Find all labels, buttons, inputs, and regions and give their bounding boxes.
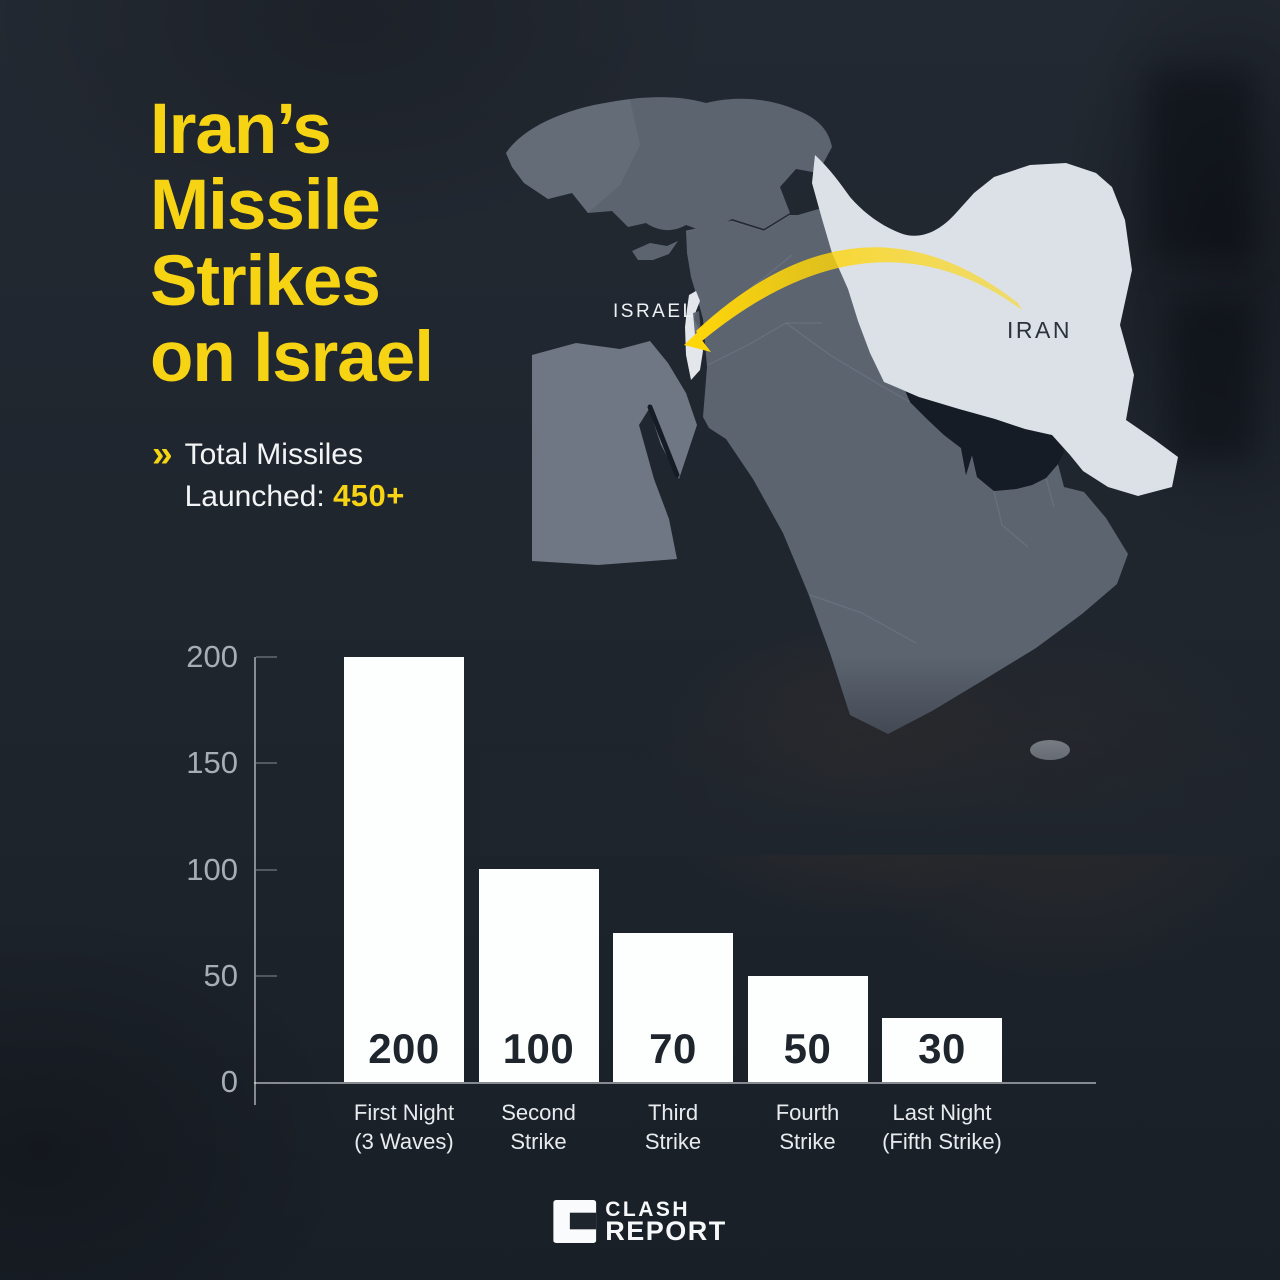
- country-egypt: [532, 341, 697, 565]
- x-axis-category-label-line: Fourth: [775, 1100, 840, 1125]
- y-axis-tick-label: 100: [186, 851, 238, 887]
- gulf-of-suez: [647, 404, 680, 478]
- bar-value-label: 100: [502, 1025, 575, 1072]
- brand-footer: CLASH REPORT: [553, 1198, 727, 1246]
- brand-name-line2: REPORT: [605, 1216, 727, 1246]
- bar: 50: [747, 976, 868, 1082]
- y-axis-line: [254, 657, 256, 1105]
- x-axis-category-label: First Night (3 Waves): [314, 1098, 494, 1156]
- y-axis-tick-label: 150: [186, 745, 238, 781]
- x-axis-baseline: [254, 1082, 1096, 1084]
- x-axis-category-label-line: Second: [501, 1100, 576, 1125]
- missile-arrow-head-icon: [684, 325, 711, 352]
- bar-value-label: 200: [368, 1025, 440, 1072]
- bar-value-label: 50: [783, 1025, 832, 1072]
- subtitle-launched-label: Launched:: [184, 480, 325, 513]
- brand-name-line1: CLASH: [605, 1198, 691, 1221]
- x-axis-category-label-line: Strike: [644, 1129, 702, 1154]
- y-axis-tick-label: 200: [186, 639, 238, 674]
- x-axis-category-label: Third Strike: [583, 1098, 763, 1156]
- bar: 70: [613, 933, 733, 1082]
- bar: 200: [344, 657, 464, 1082]
- missile-arrow-trajectory-icon: [696, 247, 1022, 341]
- country-turkey-west-highlight: [506, 99, 640, 213]
- bar-value-label: 70: [649, 1025, 697, 1072]
- persian-gulf-water: [884, 382, 1064, 491]
- x-axis-category-label-line: Third: [647, 1100, 699, 1125]
- y-axis-tick-label: 50: [203, 957, 238, 993]
- x-axis-category-label-line: Strike: [510, 1129, 567, 1154]
- x-axis-category-label: Last Night (Fifth Strike): [852, 1098, 1032, 1156]
- clash-report-logo-icon: [553, 1199, 597, 1243]
- brand-name: CLASH REPORT: [605, 1198, 727, 1246]
- x-axis-category-label: Fourth Strike: [718, 1098, 898, 1156]
- page-title-line-4: on Israel: [150, 318, 434, 397]
- x-axis-category-label: Second Strike: [449, 1098, 629, 1156]
- subtitle-line1: Total Missiles: [184, 438, 363, 471]
- subtitle-line2: Launched: 450+: [185, 475, 405, 517]
- total-missiles-value: 450+: [333, 478, 405, 513]
- y-axis-tick-mark: [256, 868, 277, 871]
- y-axis-tick-mark: [256, 656, 277, 658]
- background-building-shadow: [1148, 70, 1253, 260]
- region-levant-arabia: [686, 205, 1128, 734]
- y-axis-tick-mark: [256, 974, 277, 977]
- island-cyprus: [632, 241, 678, 260]
- country-turkey: [506, 97, 832, 233]
- bar-value-label: 30: [918, 1025, 966, 1072]
- page-title-line-2: Missile: [150, 166, 381, 245]
- bar: 100: [478, 869, 599, 1082]
- y-axis-tick-label: 0: [220, 1064, 238, 1099]
- x-axis-category-label-line: Last Night: [892, 1100, 992, 1125]
- x-axis-category-label-line: First Night: [353, 1100, 455, 1125]
- x-axis-category-label-line: (Fifth Strike): [882, 1129, 1002, 1154]
- bar: 30: [882, 1018, 1002, 1082]
- page-title-line-3: Strikes: [150, 242, 381, 321]
- page-title-line-1: Iran’s: [150, 90, 332, 169]
- map-bottom-fade: [480, 655, 1280, 855]
- middle-east-map: ISRAEL IRAN: [480, 97, 1280, 855]
- x-axis-category-label-line: (3 Waves): [354, 1129, 454, 1154]
- map-label-iran: IRAN: [1007, 317, 1072, 343]
- title-block: Iran’s Missile Strikes on Israel: [150, 90, 434, 397]
- x-axis-category-label-line: Strike: [779, 1129, 836, 1154]
- y-axis-tick-mark: [256, 762, 277, 765]
- subtitle-block: » Total Missiles Launched: 450+: [152, 434, 405, 517]
- background-building-shadow: [1170, 300, 1255, 460]
- country-iran: [812, 155, 1178, 496]
- map-label-israel: ISRAEL: [613, 301, 696, 322]
- chevron-bullet-icon: »: [152, 433, 173, 474]
